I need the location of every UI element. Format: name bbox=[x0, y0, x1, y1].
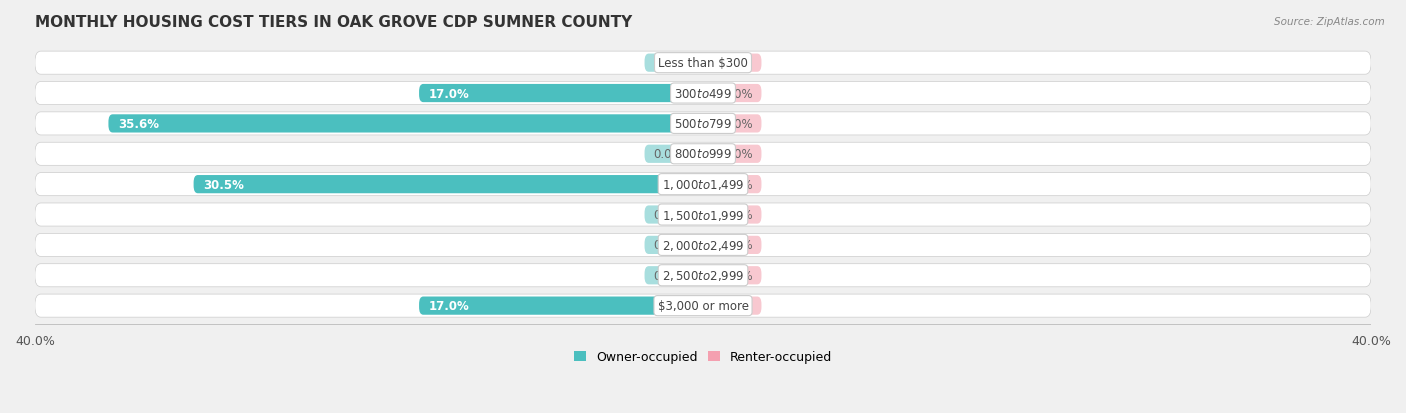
FancyBboxPatch shape bbox=[703, 236, 762, 254]
FancyBboxPatch shape bbox=[703, 145, 762, 164]
Text: 0.0%: 0.0% bbox=[654, 209, 683, 221]
FancyBboxPatch shape bbox=[644, 145, 703, 164]
Text: $1,500 to $1,999: $1,500 to $1,999 bbox=[662, 208, 744, 222]
FancyBboxPatch shape bbox=[35, 143, 1371, 166]
FancyBboxPatch shape bbox=[35, 52, 1371, 75]
FancyBboxPatch shape bbox=[35, 82, 1371, 105]
Text: $500 to $799: $500 to $799 bbox=[673, 118, 733, 131]
FancyBboxPatch shape bbox=[35, 234, 1371, 257]
Text: 30.5%: 30.5% bbox=[204, 178, 245, 191]
FancyBboxPatch shape bbox=[644, 266, 703, 285]
Text: 17.0%: 17.0% bbox=[429, 299, 470, 312]
Text: 0.0%: 0.0% bbox=[654, 148, 683, 161]
FancyBboxPatch shape bbox=[703, 297, 762, 315]
Text: 0.0%: 0.0% bbox=[723, 87, 752, 100]
FancyBboxPatch shape bbox=[644, 55, 703, 73]
Text: $800 to $999: $800 to $999 bbox=[673, 148, 733, 161]
Text: 17.0%: 17.0% bbox=[429, 87, 470, 100]
Text: $1,000 to $1,499: $1,000 to $1,499 bbox=[662, 178, 744, 192]
FancyBboxPatch shape bbox=[703, 85, 762, 103]
FancyBboxPatch shape bbox=[108, 115, 703, 133]
Text: 0.0%: 0.0% bbox=[654, 239, 683, 252]
FancyBboxPatch shape bbox=[419, 297, 703, 315]
FancyBboxPatch shape bbox=[35, 294, 1371, 318]
Text: 0.0%: 0.0% bbox=[723, 209, 752, 221]
FancyBboxPatch shape bbox=[703, 55, 762, 73]
Text: Less than $300: Less than $300 bbox=[658, 57, 748, 70]
Text: MONTHLY HOUSING COST TIERS IN OAK GROVE CDP SUMNER COUNTY: MONTHLY HOUSING COST TIERS IN OAK GROVE … bbox=[35, 15, 633, 30]
Text: 0.0%: 0.0% bbox=[723, 118, 752, 131]
Text: Source: ZipAtlas.com: Source: ZipAtlas.com bbox=[1274, 17, 1385, 26]
FancyBboxPatch shape bbox=[703, 115, 762, 133]
Text: 0.0%: 0.0% bbox=[723, 299, 752, 312]
FancyBboxPatch shape bbox=[703, 266, 762, 285]
FancyBboxPatch shape bbox=[35, 113, 1371, 135]
FancyBboxPatch shape bbox=[703, 176, 762, 194]
Text: $2,500 to $2,999: $2,500 to $2,999 bbox=[662, 268, 744, 282]
Text: $2,000 to $2,499: $2,000 to $2,499 bbox=[662, 238, 744, 252]
FancyBboxPatch shape bbox=[35, 204, 1371, 226]
Legend: Owner-occupied, Renter-occupied: Owner-occupied, Renter-occupied bbox=[568, 346, 838, 368]
Text: $3,000 or more: $3,000 or more bbox=[658, 299, 748, 312]
Text: 0.0%: 0.0% bbox=[654, 57, 683, 70]
FancyBboxPatch shape bbox=[419, 85, 703, 103]
Text: 0.0%: 0.0% bbox=[723, 178, 752, 191]
FancyBboxPatch shape bbox=[35, 264, 1371, 287]
FancyBboxPatch shape bbox=[644, 236, 703, 254]
Text: 0.0%: 0.0% bbox=[723, 269, 752, 282]
FancyBboxPatch shape bbox=[703, 206, 762, 224]
Text: 35.6%: 35.6% bbox=[118, 118, 159, 131]
Text: 0.0%: 0.0% bbox=[723, 57, 752, 70]
FancyBboxPatch shape bbox=[644, 206, 703, 224]
Text: 0.0%: 0.0% bbox=[654, 269, 683, 282]
Text: $300 to $499: $300 to $499 bbox=[673, 87, 733, 100]
FancyBboxPatch shape bbox=[194, 176, 703, 194]
Text: 0.0%: 0.0% bbox=[723, 148, 752, 161]
FancyBboxPatch shape bbox=[35, 173, 1371, 196]
Text: 0.0%: 0.0% bbox=[723, 239, 752, 252]
